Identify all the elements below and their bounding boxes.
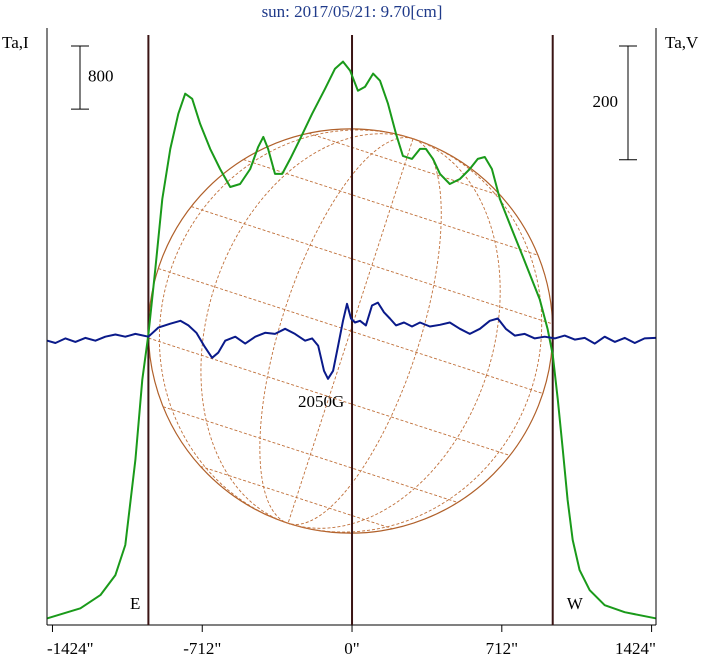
parallel bbox=[243, 159, 539, 256]
limb-label: W bbox=[567, 594, 584, 613]
y2-axis-label: Ta,V bbox=[665, 33, 699, 52]
limb-label: E bbox=[130, 594, 140, 613]
annotation: 2050G bbox=[298, 392, 344, 411]
solar-disk bbox=[147, 128, 554, 534]
solar-grid bbox=[148, 129, 553, 533]
scale-bar-label: 200 bbox=[593, 92, 619, 111]
x-tick-label: 0" bbox=[344, 639, 359, 658]
scale-bar bbox=[619, 45, 637, 161]
meridian bbox=[287, 138, 414, 524]
chart-title: sun: 2017/05/21: 9.70[cm] bbox=[262, 2, 443, 21]
parallel bbox=[191, 206, 553, 325]
parallel bbox=[148, 337, 510, 456]
data-line bbox=[47, 60, 656, 620]
x-tick-label: -1424" bbox=[47, 639, 94, 658]
x-tick-label: 1424" bbox=[615, 639, 656, 658]
data-line bbox=[47, 301, 656, 380]
x-tick-label: 712" bbox=[486, 639, 518, 658]
meridian bbox=[158, 129, 543, 533]
scale-bar-label: 800 bbox=[88, 66, 114, 85]
scale-bar bbox=[71, 45, 89, 110]
y-axis-label: Ta,I bbox=[2, 33, 29, 52]
x-tick-label: -712" bbox=[183, 639, 221, 658]
parallel bbox=[162, 406, 458, 503]
